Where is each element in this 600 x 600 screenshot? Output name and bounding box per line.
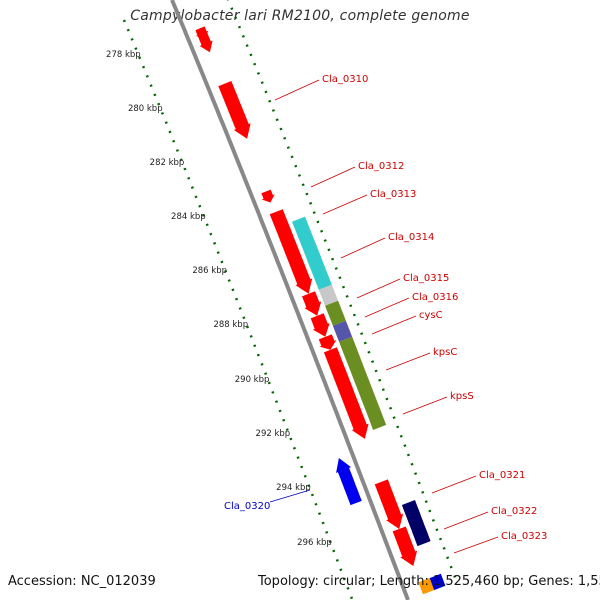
leader-line — [443, 511, 489, 530]
feature-label: Cla_0315 — [403, 273, 449, 284]
feature-block — [332, 320, 353, 342]
leader-line — [431, 475, 477, 494]
feature-label: Cla_0320 — [224, 501, 270, 512]
feature-label: Cla_0310 — [322, 74, 368, 85]
feature-block — [325, 300, 346, 326]
tick-labels: 278 kbp 280 kbp 282 kbp 284 kbp 286 kbp 288 k… — [106, 50, 332, 548]
feature-label: Cla_0321 — [479, 470, 525, 481]
feature-label: Cla_0313 — [370, 189, 416, 200]
leader-line — [385, 352, 431, 371]
feature-arrow — [261, 189, 275, 203]
tick-label: 290 kbp — [235, 375, 270, 385]
feature-arrow — [310, 313, 330, 337]
leader-line — [364, 297, 410, 318]
leader-line — [356, 278, 401, 299]
backbone-line — [170, 0, 410, 600]
tick-label: 294 kbp — [276, 483, 311, 493]
feature-arrow — [318, 334, 337, 350]
feature-block — [292, 216, 332, 290]
map-title: Campylobacter lari RM2100, complete geno… — [130, 8, 470, 24]
tick-label: 288 kbp — [213, 320, 248, 330]
feature-arrow — [336, 458, 362, 506]
leader-line — [371, 315, 417, 335]
feature-label: kpsC — [433, 347, 457, 358]
tick-label: 296 kbp — [297, 538, 332, 548]
features — [195, 26, 446, 595]
leader-line — [269, 489, 311, 503]
genome-backbone — [170, 0, 410, 600]
leader-line — [453, 536, 499, 554]
feature-arrow — [323, 347, 369, 439]
feature-label: kpsS — [450, 391, 474, 402]
feature-block — [418, 578, 435, 595]
tick-label: 282 kbp — [150, 158, 185, 168]
feature-labels: Cla_0310 Cla_0312 Cla_0313 Cla_0314 Cla_0315… — [224, 74, 547, 554]
tick-label: 278 kbp — [106, 50, 141, 60]
feature-arrow — [302, 291, 322, 316]
feature-label: Cla_0316 — [412, 292, 458, 303]
tick-label: 280 kbp — [128, 104, 163, 114]
feature-arrow — [218, 81, 251, 139]
feature-arrow — [374, 479, 404, 529]
feature-label: Cla_0312 — [358, 161, 404, 172]
feature-arrow — [392, 526, 418, 566]
feature-label: cysC — [419, 310, 443, 321]
leader-line — [402, 396, 448, 415]
tick-label: 286 kbp — [192, 266, 227, 276]
feature-block — [339, 336, 387, 430]
feature-label: Cla_0314 — [388, 232, 434, 243]
topology-text: Topology: circular; Length: 1,525,460 bp… — [258, 574, 600, 589]
tick-label: 284 kbp — [171, 212, 206, 222]
leader-line — [274, 79, 320, 101]
leader-line — [340, 237, 386, 259]
feature-label: Cla_0322 — [491, 506, 537, 517]
feature-block — [401, 500, 431, 547]
leader-line — [322, 194, 368, 215]
outer-dotted-guide — [227, 0, 458, 583]
feature-block — [318, 284, 339, 306]
tick-label: 292 kbp — [256, 429, 291, 439]
feature-arrow — [197, 32, 213, 53]
accession-text: Accession: NC_012039 — [8, 574, 156, 589]
feature-block — [429, 573, 446, 591]
leader-line — [310, 166, 356, 188]
feature-arrow — [269, 209, 313, 294]
feature-label: Cla_0323 — [501, 531, 547, 542]
